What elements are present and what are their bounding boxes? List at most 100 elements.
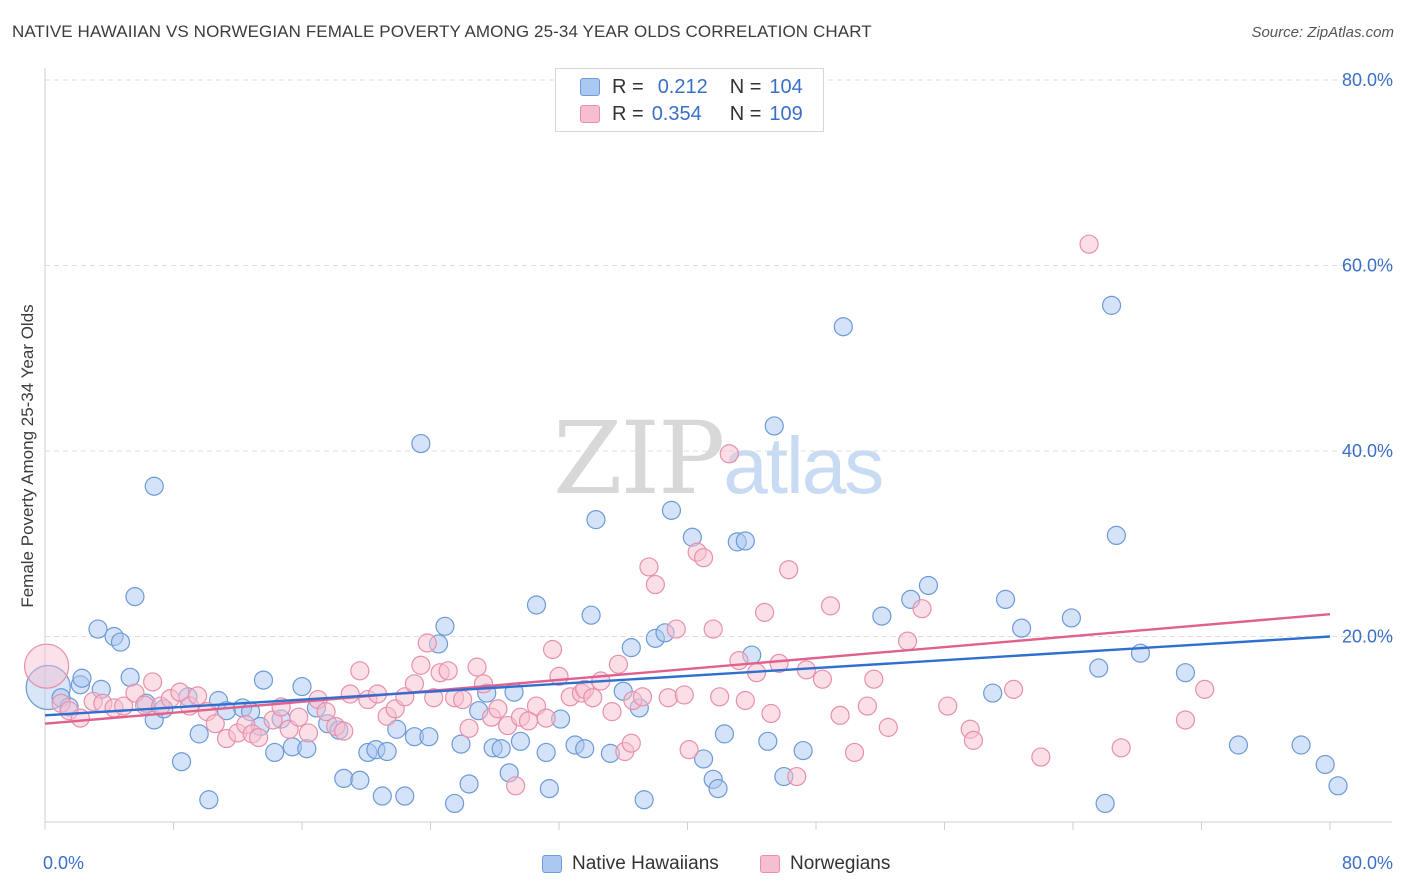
native-hawaiian-point: [536, 742, 556, 763]
norwegian-point: [621, 733, 641, 753]
norwegian-point: [830, 705, 850, 725]
native-hawaiian-point: [419, 727, 439, 747]
axes: [44, 68, 1392, 830]
native-hawaiian-point: [297, 739, 317, 759]
native-hawaiian-point: [764, 416, 784, 436]
native-hawaiian-point: [491, 739, 511, 759]
norwegian-point: [24, 643, 70, 689]
native-hawaiian-point: [1291, 735, 1311, 755]
native-hawaiian-point: [110, 632, 131, 652]
native-hawaiian-point: [125, 587, 145, 607]
norwegian-point: [1079, 234, 1099, 254]
norwegian-point: [134, 695, 155, 715]
norwegian-point: [693, 548, 714, 568]
norwegian-point: [298, 723, 319, 743]
native-hawaiian-point: [1095, 793, 1115, 814]
norwegian-point: [1031, 747, 1051, 767]
norwegian-point: [424, 688, 444, 708]
native-hawaiian-point: [459, 774, 479, 794]
legend-row-native-hawaiians: R = 0.212 N = 104: [580, 75, 803, 99]
native-hawaiian-point: [451, 734, 471, 754]
norwegian-point: [583, 688, 603, 708]
native-hawaiian-point: [1101, 295, 1122, 315]
native-hawaiian-point: [395, 786, 415, 806]
native-hawaiian-point: [265, 742, 285, 763]
y-tick-label: 40.0%: [1342, 441, 1393, 461]
native-hawaiian-point: [793, 740, 813, 761]
norwegian-point: [729, 651, 749, 671]
norwegian-point: [143, 672, 163, 692]
native-hawaiian-point: [411, 433, 431, 454]
legend-r-value: 0.212: [657, 75, 708, 98]
norwegian-point: [761, 703, 781, 724]
native-hawaiian-point: [88, 619, 108, 639]
norwegian-point: [608, 654, 629, 674]
norwegian-point: [878, 717, 898, 737]
bottom-swatch-pink: [760, 855, 780, 873]
native-hawaiian-point: [253, 670, 274, 690]
norwegian-point: [703, 619, 723, 639]
native-hawaiian-point: [1328, 776, 1348, 796]
norwegian-point: [812, 669, 833, 689]
native-hawaiian-point: [586, 510, 606, 530]
norwegian-point: [679, 740, 699, 760]
native-hawaiian-point: [350, 770, 370, 790]
norwegian-trend-line: [44, 613, 1331, 725]
norwegian-point: [754, 602, 775, 622]
norwegian-point: [453, 689, 473, 710]
native-hawaiian-point: [199, 790, 219, 810]
native-hawaiian-point: [444, 793, 465, 814]
native-hawaiian-point: [387, 719, 407, 739]
norwegian-point: [417, 633, 437, 653]
correlation-legend: R = 0.212 N = 104 R = 0.354 N = 109: [555, 68, 824, 132]
bottom-legend-label: Norwegians: [790, 853, 891, 874]
native-hawaiian-point: [1011, 618, 1032, 638]
legend-row-norwegians: R = 0.354 N = 109: [580, 102, 803, 126]
x-tick-label-min: 0.0%: [43, 853, 84, 873]
legend-swatch-pink: [580, 105, 600, 123]
native-hawaiian-point: [581, 605, 601, 625]
norwegian-point: [602, 702, 622, 722]
native-hawaiian-point: [833, 317, 853, 337]
norwegian-point: [632, 687, 653, 707]
native-hawaiian-point: [575, 739, 595, 759]
native-hawaiian-point: [758, 731, 778, 751]
native-hawaiian-point: [1106, 525, 1126, 546]
norwegian-point: [735, 690, 755, 711]
norwegian-point: [719, 444, 739, 464]
bottom-legend-label: Native Hawaiians: [572, 853, 719, 874]
bottom-legend-norwegians: Norwegians: [760, 852, 890, 876]
legend-r-label: R =: [612, 102, 644, 125]
native-hawaiian-point: [621, 638, 641, 658]
norwegian-point: [187, 686, 208, 706]
norwegian-point: [350, 661, 370, 681]
native-hawaiian-point: [144, 476, 164, 496]
native-hawaiian-point: [526, 595, 547, 615]
bottom-legend-native-hawaiians: Native Hawaiians: [542, 852, 719, 876]
native-hawaiian-point: [539, 779, 559, 799]
native-hawaiian-point: [334, 768, 354, 789]
norwegian-point: [912, 599, 932, 619]
native-hawaiian-point: [510, 731, 531, 751]
norwegian-point: [1175, 710, 1196, 730]
norwegian-point: [542, 639, 563, 660]
norwegian-point: [864, 669, 884, 689]
legend-r-label: R =: [612, 75, 644, 98]
norwegian-point: [334, 721, 354, 741]
norwegian-point: [1111, 738, 1131, 758]
norwegian-point: [249, 727, 269, 748]
native-hawaiian-point: [661, 500, 682, 520]
norwegian-point: [897, 631, 918, 651]
trend-lines: [44, 613, 1331, 725]
watermark: ZIPatlas: [553, 400, 884, 517]
native-hawaiian-point: [1175, 663, 1196, 683]
legend-n-value: 109: [769, 102, 803, 125]
native-hawaiian-point: [72, 668, 92, 688]
legend-r-value: 0.354: [651, 102, 702, 125]
norwegian-point: [459, 718, 479, 738]
norwegian-point: [289, 707, 309, 727]
native-hawaiian-point: [995, 589, 1016, 610]
native-hawaiian-point: [435, 616, 455, 636]
norwegian-point: [488, 699, 508, 719]
y-tick-label: 80.0%: [1342, 70, 1393, 90]
